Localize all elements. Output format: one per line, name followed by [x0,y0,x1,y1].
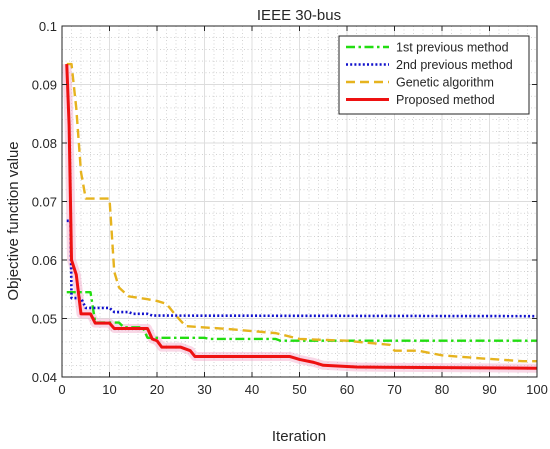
legend: 1st previous method 2nd previous method Ge… [338,35,530,115]
x-axis-label: Iteration [272,428,326,445]
x-tick-label: 70 [387,382,401,397]
series-layer [62,62,538,373]
axis-ticks [61,25,538,378]
x-tick-label: 80 [435,382,449,397]
x-tick-label: 100 [526,382,548,397]
legend-label-1: 1st previous method [396,41,509,55]
legend-label-3: Genetic algorithm [396,76,494,90]
series-line-2 [66,219,538,318]
legend-label-2: 2nd previous method [396,58,513,72]
y-tick-labels: 0.04 0.05 0.06 0.07 0.08 0.09 0.1 [32,19,57,385]
y-tick-label: 0.06 [32,253,57,268]
x-tick-labels: 0 10 20 30 40 50 60 70 80 90 100 [58,382,547,397]
y-tick-label: 0.07 [32,195,57,210]
chart-title: IEEE 30-bus [257,7,341,24]
x-tick-label: 30 [197,382,211,397]
x-tick-label: 20 [150,382,164,397]
y-tick-label: 0.09 [32,78,57,93]
y-tick-label: 0.04 [32,370,57,385]
y-tick-label: 0.1 [39,19,57,34]
x-tick-label: 90 [482,382,496,397]
series-line-3 [66,62,537,363]
series-line-1 [66,290,537,342]
x-tick-label: 40 [245,382,259,397]
series-line-4 [65,63,538,370]
y-axis-label: Objective function value [5,141,22,300]
x-tick-label: 50 [292,382,306,397]
legend-label-4: Proposed method [396,93,495,107]
x-tick-label: 10 [102,382,116,397]
x-tick-label: 60 [340,382,354,397]
y-tick-label: 0.08 [32,136,57,151]
y-tick-label: 0.05 [32,312,57,327]
x-tick-label: 0 [58,382,65,397]
